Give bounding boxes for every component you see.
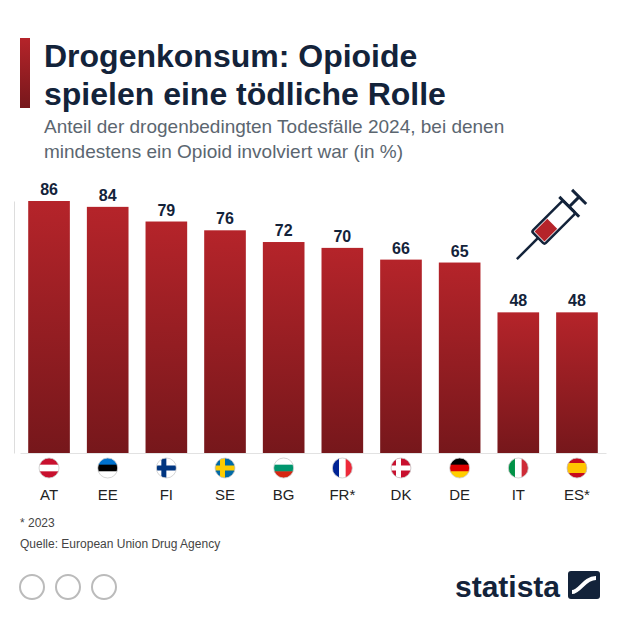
tick: ES* (564, 453, 590, 503)
tick: FR* (329, 453, 355, 503)
tick-label: EE (98, 486, 118, 503)
flag-ring (274, 458, 294, 478)
tick: AT (40, 453, 58, 503)
bar (204, 230, 246, 453)
bar (146, 222, 188, 453)
tick-label: ES* (564, 486, 590, 503)
tick-label: FI (160, 486, 173, 503)
flag-ring (215, 458, 235, 478)
data-label: 66 (392, 240, 410, 257)
bar (28, 201, 70, 453)
flag (98, 458, 118, 479)
tick-label: DK (391, 486, 412, 503)
data-label: 84 (99, 187, 117, 204)
flag (215, 458, 235, 478)
flag-ring (391, 458, 411, 478)
x-axis-line (21, 453, 607, 454)
bars (28, 201, 598, 453)
tick-label: FR* (329, 486, 355, 503)
flag-ring (332, 458, 352, 478)
bar (87, 207, 129, 453)
tick-label: BG (273, 486, 295, 503)
bar (263, 242, 305, 453)
flag (391, 458, 411, 478)
tick: SE (215, 453, 235, 503)
flag (156, 458, 176, 478)
tick-label: AT (40, 486, 58, 503)
syringe-icon (507, 187, 589, 269)
text-line: mindestens ein Opioid involviert war (in… (44, 141, 403, 162)
licence-icon (56, 575, 80, 599)
title: Drogenkonsum: Opioidespielen eine tödlic… (44, 38, 446, 112)
bar (556, 312, 598, 453)
text-line: Anteil der drogenbedingten Todesfälle 20… (44, 116, 504, 137)
licence-icon (92, 575, 116, 599)
tick: DE (449, 453, 470, 503)
flag (567, 458, 587, 478)
tick: BG (273, 453, 295, 503)
flag-ring (156, 458, 176, 478)
tick-label: SE (215, 486, 235, 503)
data-label: 86 (40, 181, 58, 198)
y-axis (14, 202, 15, 454)
flag (508, 458, 529, 478)
data-label: 65 (451, 243, 469, 260)
logo-icon (568, 571, 600, 599)
bar (439, 263, 481, 453)
flag-ring (450, 458, 470, 478)
source: Quelle: European Union Drug Agency (20, 537, 220, 551)
flag (39, 458, 59, 479)
flag (450, 458, 470, 479)
text-line: spielen eine tödliche Rolle (44, 76, 446, 112)
data-label: 48 (568, 292, 586, 309)
bar (380, 260, 422, 453)
accent-bar (20, 38, 30, 108)
tick: FI (160, 453, 173, 503)
flags (39, 458, 587, 479)
data-label: 79 (157, 202, 175, 219)
flag-ring (508, 458, 528, 478)
flag-ring (567, 458, 587, 478)
tick: IT (512, 453, 525, 503)
bar (322, 248, 364, 453)
logo: statista (455, 570, 560, 603)
flag (274, 458, 294, 479)
x-axis: AT EE FI SE BG FR* DK DE IT ES* (21, 453, 607, 503)
flag-ring (39, 458, 59, 478)
licence-icon (20, 575, 44, 599)
tick-label: DE (449, 486, 470, 503)
tick: DK (391, 453, 412, 503)
data-label: 70 (333, 228, 351, 245)
y-axis-line (14, 202, 15, 454)
tick: EE (98, 453, 118, 503)
flag-ring (98, 458, 118, 478)
data-label: 76 (216, 210, 234, 227)
data-label: 48 (509, 292, 527, 309)
data-labels: 86 84 79 76 72 70 66 65 48 48 (40, 181, 586, 309)
tick-label: IT (512, 486, 525, 503)
chart: Drogenkonsum: Opioidespielen eine tödlic… (0, 0, 620, 620)
text-line: Drogenkonsum: Opioide (44, 38, 417, 74)
subtitle: Anteil der drogenbedingten Todesfälle 20… (44, 116, 504, 162)
bar (497, 312, 539, 453)
footnote: * 2023 (20, 516, 55, 530)
data-label: 72 (275, 222, 293, 239)
flag (332, 458, 353, 478)
